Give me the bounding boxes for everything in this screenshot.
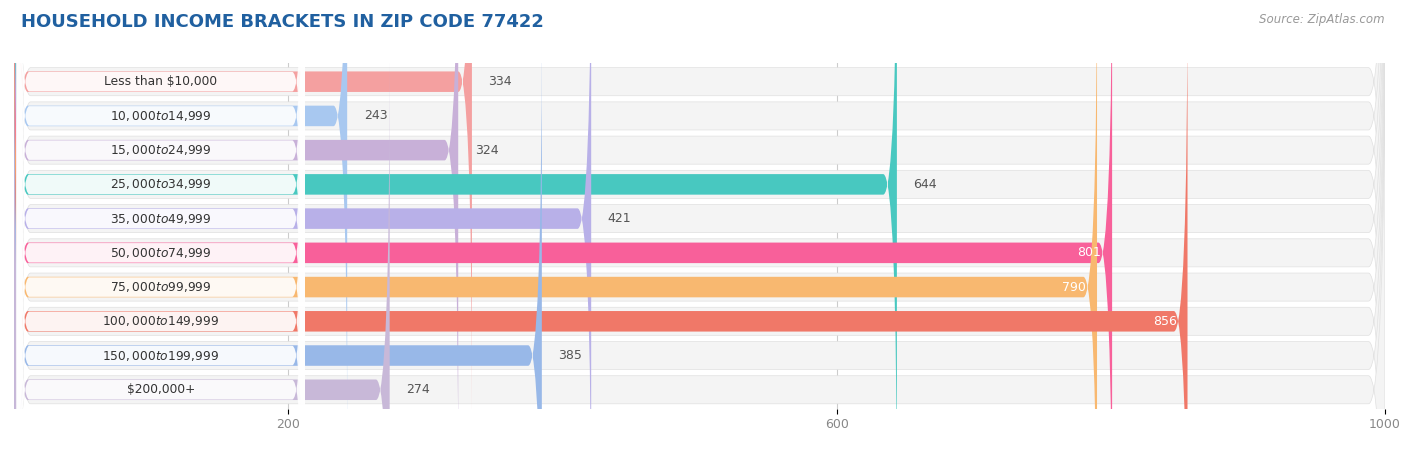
FancyBboxPatch shape — [14, 0, 1385, 449]
FancyBboxPatch shape — [17, 0, 305, 380]
FancyBboxPatch shape — [14, 0, 591, 449]
FancyBboxPatch shape — [17, 23, 305, 449]
FancyBboxPatch shape — [17, 0, 305, 449]
Text: 324: 324 — [475, 144, 498, 157]
Text: $200,000+: $200,000+ — [127, 383, 195, 396]
Text: $10,000 to $14,999: $10,000 to $14,999 — [110, 109, 211, 123]
FancyBboxPatch shape — [14, 0, 1385, 449]
Text: $25,000 to $34,999: $25,000 to $34,999 — [110, 177, 211, 191]
FancyBboxPatch shape — [14, 23, 541, 449]
FancyBboxPatch shape — [14, 0, 347, 448]
Text: 790: 790 — [1062, 281, 1085, 294]
Text: 421: 421 — [607, 212, 631, 225]
FancyBboxPatch shape — [17, 0, 305, 449]
Text: $100,000 to $149,999: $100,000 to $149,999 — [103, 314, 219, 328]
Text: $35,000 to $49,999: $35,000 to $49,999 — [110, 211, 211, 225]
Text: Less than $10,000: Less than $10,000 — [104, 75, 218, 88]
Text: $150,000 to $199,999: $150,000 to $199,999 — [103, 348, 219, 362]
Text: 644: 644 — [914, 178, 936, 191]
FancyBboxPatch shape — [17, 92, 305, 449]
FancyBboxPatch shape — [14, 0, 1385, 449]
FancyBboxPatch shape — [14, 0, 1385, 449]
FancyBboxPatch shape — [14, 0, 472, 414]
Text: HOUSEHOLD INCOME BRACKETS IN ZIP CODE 77422: HOUSEHOLD INCOME BRACKETS IN ZIP CODE 77… — [21, 13, 544, 31]
FancyBboxPatch shape — [14, 0, 1385, 449]
FancyBboxPatch shape — [14, 0, 1385, 449]
FancyBboxPatch shape — [14, 0, 458, 449]
Text: 856: 856 — [1153, 315, 1177, 328]
FancyBboxPatch shape — [14, 0, 897, 449]
FancyBboxPatch shape — [17, 0, 305, 449]
FancyBboxPatch shape — [17, 0, 305, 449]
FancyBboxPatch shape — [14, 0, 1112, 449]
Text: 334: 334 — [488, 75, 512, 88]
FancyBboxPatch shape — [17, 0, 305, 414]
Text: 801: 801 — [1077, 247, 1101, 260]
Text: 385: 385 — [558, 349, 582, 362]
Text: $75,000 to $99,999: $75,000 to $99,999 — [110, 280, 211, 294]
FancyBboxPatch shape — [14, 0, 1385, 449]
Text: Source: ZipAtlas.com: Source: ZipAtlas.com — [1260, 13, 1385, 26]
FancyBboxPatch shape — [14, 0, 1385, 449]
FancyBboxPatch shape — [14, 0, 1097, 449]
Text: 274: 274 — [406, 383, 430, 396]
FancyBboxPatch shape — [14, 58, 389, 449]
FancyBboxPatch shape — [14, 0, 1385, 449]
FancyBboxPatch shape — [14, 0, 1385, 449]
Text: $50,000 to $74,999: $50,000 to $74,999 — [110, 246, 211, 260]
FancyBboxPatch shape — [17, 57, 305, 449]
FancyBboxPatch shape — [17, 0, 305, 449]
Text: 243: 243 — [364, 110, 387, 123]
Text: $15,000 to $24,999: $15,000 to $24,999 — [110, 143, 211, 157]
FancyBboxPatch shape — [14, 0, 1188, 449]
